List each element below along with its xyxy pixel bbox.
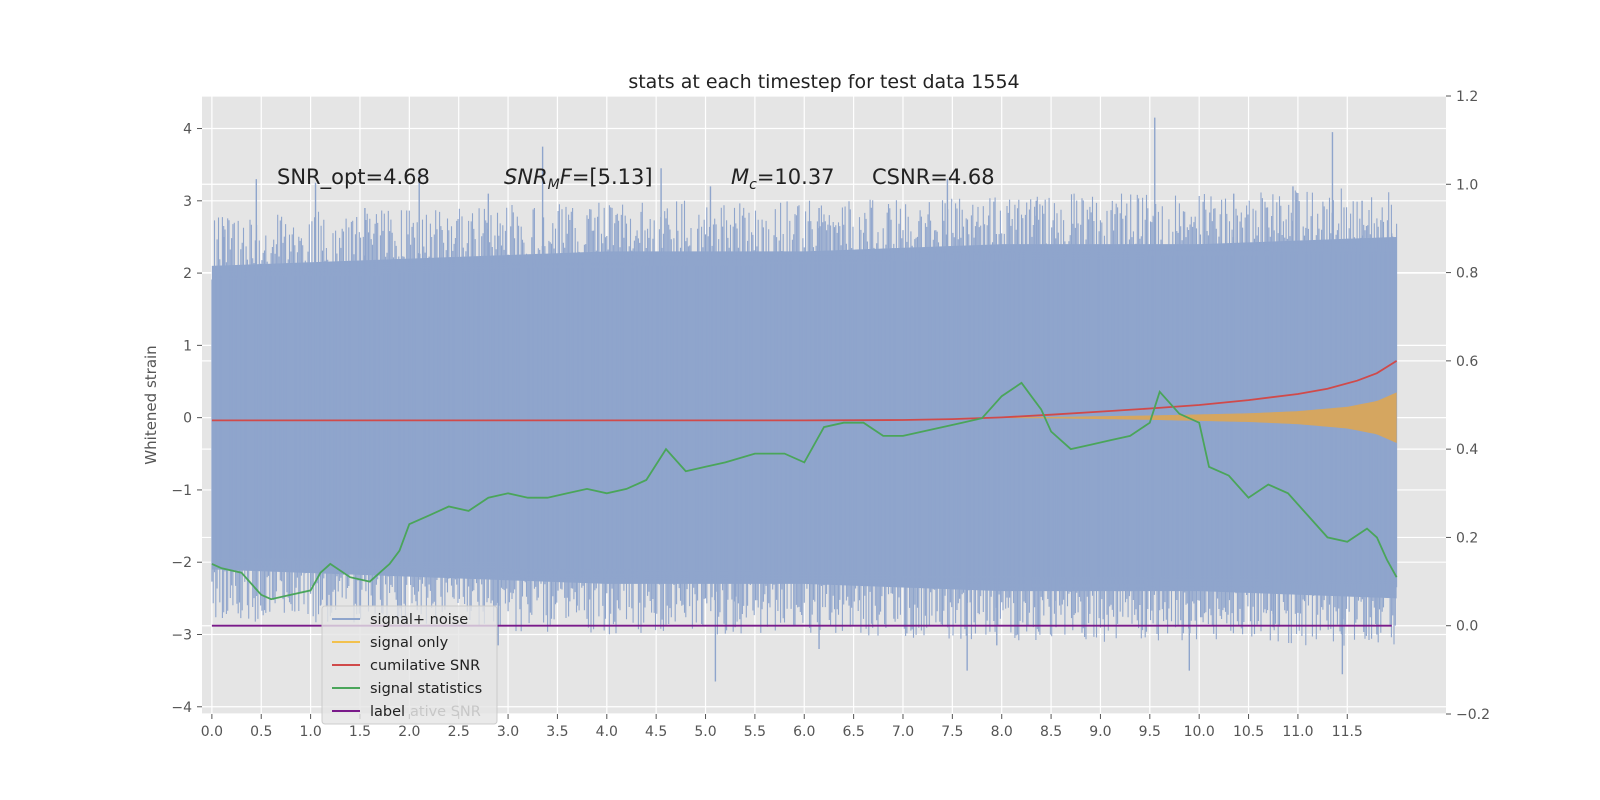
y-right-tick-label: 0.4 [1456, 442, 1478, 458]
x-tick-label: 7.0 [892, 724, 914, 740]
y-right-tick-label: 1.0 [1456, 177, 1478, 193]
y-right-tick-label: 0.0 [1456, 619, 1478, 635]
y-left-tick-label: −1 [171, 483, 192, 499]
y-left-tick-label: 1 [183, 338, 192, 354]
y-right-tick-label: 0.8 [1456, 266, 1478, 282]
legend-label: signal only [370, 635, 449, 651]
signal-only-band [952, 392, 1397, 443]
x-tick-label: 8.5 [1040, 724, 1062, 740]
x-tick-label: 10.5 [1233, 724, 1264, 740]
y-ticks-right: 1.2 1.0 0.8 0.6 0.4 0.2 0.0 −0.2 [1446, 89, 1490, 723]
x-tick-label: 5.5 [744, 724, 766, 740]
x-tick-label: 6.0 [793, 724, 815, 740]
series-line-signal-statistics [211, 381, 1398, 601]
legend-label: signal+ noise [370, 612, 468, 628]
legend-label: label [370, 704, 405, 720]
x-tick-label: 9.5 [1139, 724, 1161, 740]
y-left-tick-label: 3 [183, 194, 192, 210]
x-tick-label: 2.5 [448, 724, 470, 740]
chart-title: stats at each timestep for test data 155… [628, 71, 1019, 93]
annotations: SNR_opt=4.68 SNRMF=[5.13] Mc=10.37 CSNR=… [277, 165, 995, 193]
x-tick-label: 0.0 [201, 724, 223, 740]
x-tick-label: 11.0 [1282, 724, 1313, 740]
annotation-mc: Mc=10.37 [731, 165, 835, 193]
legend-box [321, 605, 498, 725]
x-tick-label: 11.5 [1332, 724, 1363, 740]
y-left-tick-label: −4 [171, 700, 192, 716]
x-tick-label: 8.0 [991, 724, 1013, 740]
annotation-snr-mf: SNRMF=[5.13] [504, 165, 653, 193]
x-tick-label: 2.0 [398, 724, 420, 740]
x-tick-label: 6.5 [842, 724, 864, 740]
annotation-csnr: CSNR=4.68 [872, 165, 995, 189]
y-left-tick-label: −3 [171, 627, 192, 643]
legend-label: cumilative SNR [370, 658, 480, 674]
y-left-tick-label: 0 [183, 411, 192, 427]
y-left-tick-label: 4 [183, 122, 192, 138]
x-tick-label: 10.0 [1184, 724, 1215, 740]
y-right-tick-label: −0.2 [1456, 707, 1490, 723]
traces [211, 117, 1398, 682]
y-axis-label: Whitened strain [142, 345, 160, 464]
legend-label: signal statistics [370, 681, 482, 697]
y-ticks-left: 4 3 2 1 0 −1 −2 −3 −4 [171, 122, 202, 716]
series-line-cumilative-snr [211, 360, 1398, 422]
legend: signal+ noise signal only cumilative SNR si… [321, 605, 498, 725]
x-tick-label: 9.0 [1089, 724, 1111, 740]
x-tick-label: 3.5 [546, 724, 568, 740]
y-right-tick-label: 0.2 [1456, 530, 1478, 546]
y-left-tick-label: 2 [183, 266, 192, 282]
x-tick-label: 5.0 [694, 724, 716, 740]
y-left-tick-label: −2 [171, 555, 192, 571]
x-tick-label: 4.5 [645, 724, 667, 740]
x-tick-label: 7.5 [941, 724, 963, 740]
y-right-tick-label: 1.2 [1456, 89, 1478, 105]
x-tick-label: 1.0 [299, 724, 321, 740]
x-tick-label: 3.0 [497, 724, 519, 740]
y-right-tick-label: 0.6 [1456, 354, 1478, 370]
legend-occluded-text: ative SNR [410, 704, 481, 720]
x-tick-label: 1.5 [349, 724, 371, 740]
x-ticks: 0.0 0.5 1.0 1.5 2.0 2.5 3.0 3.5 4.0 4.5 5.0 5.5 6.0 6… [201, 714, 1363, 740]
annotation-snr-opt: SNR_opt=4.68 [277, 165, 430, 190]
x-tick-label: 4.0 [596, 724, 618, 740]
x-tick-label: 0.5 [250, 724, 272, 740]
